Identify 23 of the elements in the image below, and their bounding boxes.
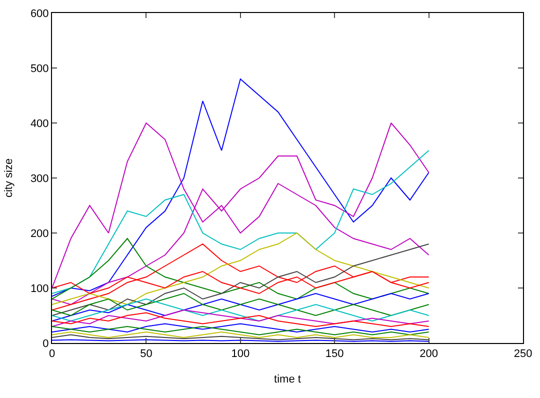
x-tick-label: 200 (420, 348, 438, 360)
line-series (52, 78, 430, 297)
x-tick-label: 150 (325, 348, 344, 360)
y-tick-label: 0 (42, 338, 49, 350)
line-series (52, 326, 430, 336)
x-tick-label: 100 (231, 348, 250, 360)
x-tick-label: 250 (514, 348, 532, 360)
line-series (52, 150, 430, 294)
y-axis-title: city size (3, 158, 16, 198)
line-series (52, 298, 430, 322)
x-axis-title: time t (274, 373, 301, 386)
x-tick-label: 50 (140, 348, 152, 360)
line-series (52, 323, 430, 332)
line-series (52, 238, 430, 300)
y-tick-label: 400 (30, 118, 49, 130)
y-tick-label: 300 (30, 172, 49, 185)
line-series (52, 232, 430, 305)
y-tick-label: 600 (30, 8, 49, 20)
y-tick-label: 100 (30, 282, 49, 295)
line-series (52, 293, 430, 316)
line-series (52, 293, 430, 322)
y-tick-label: 500 (30, 62, 49, 75)
y-tick-label: 200 (30, 228, 49, 240)
